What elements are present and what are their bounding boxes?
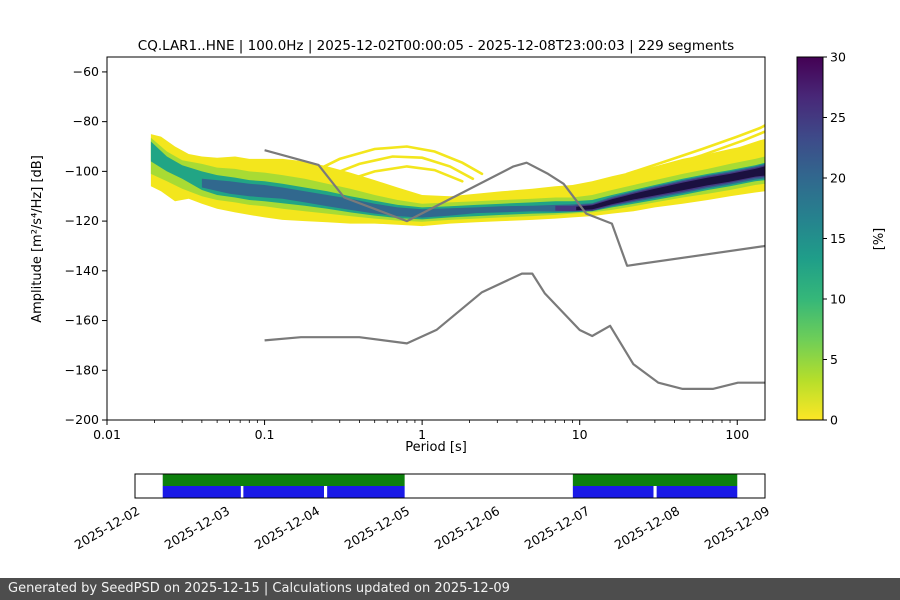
y-tick-label: −200 [65, 412, 99, 427]
ppsd-sparse-curve [625, 124, 765, 176]
ppsd-sparse-curve [326, 155, 475, 181]
y-tick-label: −180 [65, 362, 99, 377]
x-tick-label: 10 [572, 427, 588, 442]
low-noise-model-line [264, 272, 765, 390]
x-tick-label: 100 [725, 427, 749, 442]
colorbar-gradient [797, 57, 823, 420]
x-tick-label: 0.1 [255, 427, 275, 442]
ppsd-layer-blue-20pct [201, 163, 765, 218]
x-axis-label: Period [s] [405, 440, 467, 455]
ppsd-distribution [150, 124, 765, 390]
colorbar-tick-label: 10 [830, 292, 846, 307]
y-tick-label: −160 [65, 313, 99, 328]
timeline-data-segment [572, 474, 738, 486]
colorbar-tick-label: 25 [830, 110, 846, 125]
x-tick-label: 1 [418, 427, 426, 442]
colorbar-tick-label: 20 [830, 171, 846, 186]
timeline-psd-segment [243, 486, 324, 498]
y-tick-label: −100 [65, 163, 99, 178]
footer-bar: Generated by SeedPSD on 2025-12-15 | Cal… [0, 578, 900, 600]
colorbar-tick-label: 15 [830, 231, 846, 246]
timeline-psd-segment [162, 486, 241, 498]
timeline-psd-segment [572, 486, 654, 498]
timeline-border [134, 473, 766, 499]
ppsd-layer-darkest-30pct [576, 166, 765, 211]
timeline-psd-segment [656, 486, 738, 498]
ppsd-sparse-curve [681, 139, 765, 168]
ppsd-sparse-curve [338, 165, 464, 184]
ppsd-sparse-curve [310, 145, 484, 176]
timeline-psd-segment [327, 486, 405, 498]
y-tick-label: −120 [65, 213, 99, 228]
y-tick-label: −60 [73, 64, 99, 79]
colorbar-tick-label: 5 [830, 352, 838, 367]
colorbar-tick-label: 30 [830, 50, 846, 65]
timeline-data-segment [162, 474, 405, 486]
ppsd-sparse-curve [648, 130, 765, 173]
plot-title: CQ.LAR1..HNE | 100.0Hz | 2025-12-02T00:0… [137, 38, 735, 54]
plot-border [106, 56, 766, 421]
x-tick-label: 0.01 [93, 427, 121, 442]
footer-text: Generated by SeedPSD on 2025-12-15 | Cal… [8, 581, 510, 596]
colorbar-tick-label: 0 [830, 413, 838, 428]
y-tick-label: −80 [73, 114, 99, 129]
high-noise-model-line [264, 149, 765, 267]
y-tick-label: −140 [65, 263, 99, 278]
